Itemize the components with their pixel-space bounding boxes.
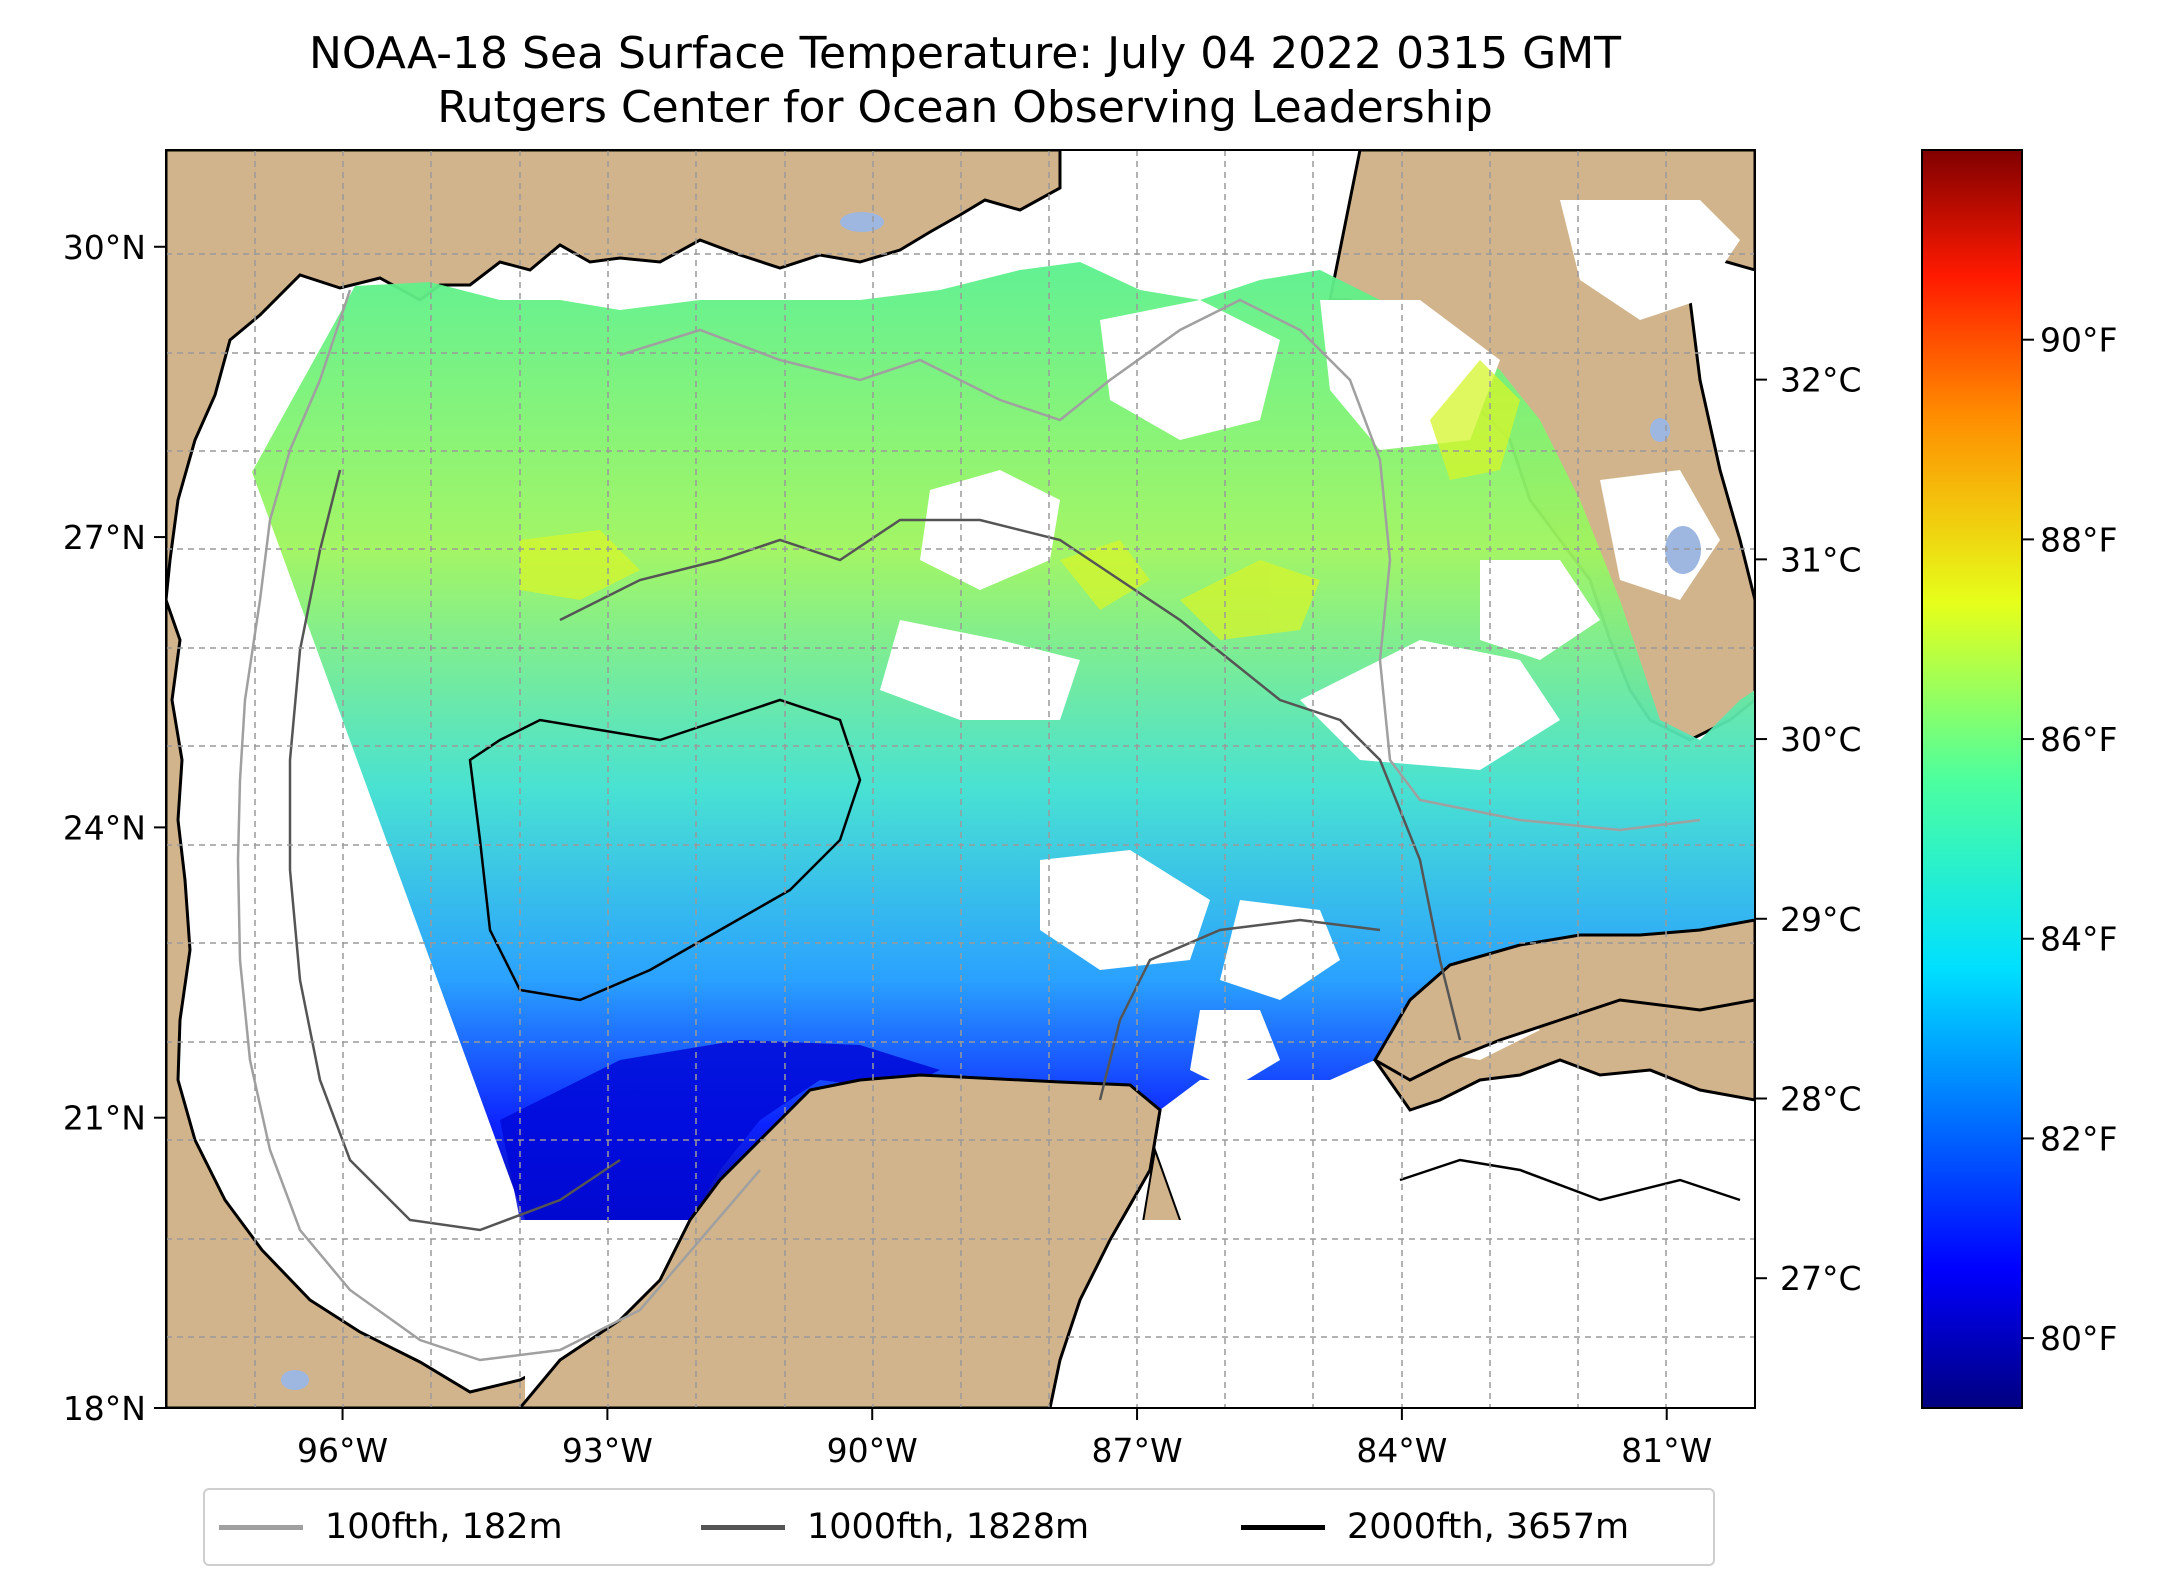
land-yucatan-south	[518, 1073, 1162, 1408]
gridlines	[166, 150, 1755, 1408]
lon-tick-label: 87°W	[1091, 1431, 1182, 1470]
contour-100fth	[236, 289, 1701, 1362]
latitude-ticks: 30°N 27°N 24°N 21°N 18°N	[63, 228, 166, 1428]
lon-tick-label: 96°W	[297, 1431, 388, 1470]
lon-tick-label: 84°W	[1356, 1431, 1447, 1470]
celsius-tick-label: 32°C	[1780, 361, 1862, 400]
legend-swatch-2000fth	[1241, 1524, 1325, 1530]
lat-tick-label: 27°N	[63, 518, 146, 557]
fahrenheit-ticks: 80°F 82°F 84°F 86°F 88°F 90°F	[2022, 321, 2117, 1358]
celsius-tick-label: 31°C	[1780, 540, 1862, 579]
lat-tick-label: 24°N	[63, 808, 146, 847]
warm-patches	[520, 360, 1520, 640]
celsius-tick-label: 27°C	[1780, 1259, 1862, 1298]
lon-tick-label: 93°W	[562, 1431, 653, 1470]
fahrenheit-tick-label: 86°F	[2040, 720, 2117, 759]
lon-tick-label: 81°W	[1621, 1431, 1712, 1470]
legend-label-2000fth: 2000fth, 3657m	[1347, 1507, 1630, 1547]
longitude-ticks: 96°W 93°W 90°W 87°W 84°W 81°W	[297, 1408, 1712, 1470]
colorbar	[1921, 149, 2023, 1409]
legend-item-100fth: 100fth, 182m	[219, 1490, 563, 1564]
lat-tick-label: 30°N	[63, 228, 146, 267]
cold-band	[500, 1040, 940, 1220]
celsius-tick-label: 30°C	[1780, 720, 1862, 759]
contour-2000fth	[468, 698, 1741, 1202]
legend-swatch-100fth	[219, 1524, 303, 1530]
fahrenheit-tick-label: 80°F	[2040, 1319, 2117, 1358]
legend-item-1000fth: 1000fth, 1828m	[701, 1490, 1089, 1564]
lat-tick-label: 21°N	[63, 1099, 146, 1138]
land-texas-louisiana	[166, 150, 1062, 601]
legend-label-100fth: 100fth, 182m	[325, 1507, 563, 1547]
lon-tick-label: 90°W	[827, 1431, 918, 1470]
map-frame	[165, 149, 1756, 1409]
fahrenheit-tick-label: 82°F	[2040, 1119, 2117, 1158]
legend-item-2000fth: 2000fth, 3657m	[1241, 1490, 1629, 1564]
legend: 100fth, 182m 1000fth, 1828m 2000fth, 365…	[203, 1488, 1715, 1566]
map-area	[166, 150, 1755, 1408]
fahrenheit-tick-label: 88°F	[2040, 520, 2117, 559]
lat-tick-label: 18°N	[63, 1389, 146, 1428]
fahrenheit-tick-label: 84°F	[2040, 920, 2117, 959]
land-cuba-south	[1372, 918, 1755, 1082]
celsius-ticks: 27°C 28°C 29°C 30°C 31°C 32°C	[1755, 361, 1862, 1298]
celsius-tick-label: 29°C	[1780, 900, 1862, 939]
title-line-2: Rutgers Center for Ocean Observing Leade…	[437, 82, 1493, 133]
fahrenheit-tick-label: 90°F	[2040, 321, 2117, 360]
celsius-tick-label: 28°C	[1780, 1079, 1862, 1118]
legend-swatch-1000fth	[701, 1524, 785, 1530]
legend-label-1000fth: 1000fth, 1828m	[807, 1507, 1090, 1547]
title-line-1: NOAA-18 Sea Surface Temperature: July 04…	[308, 28, 1622, 79]
